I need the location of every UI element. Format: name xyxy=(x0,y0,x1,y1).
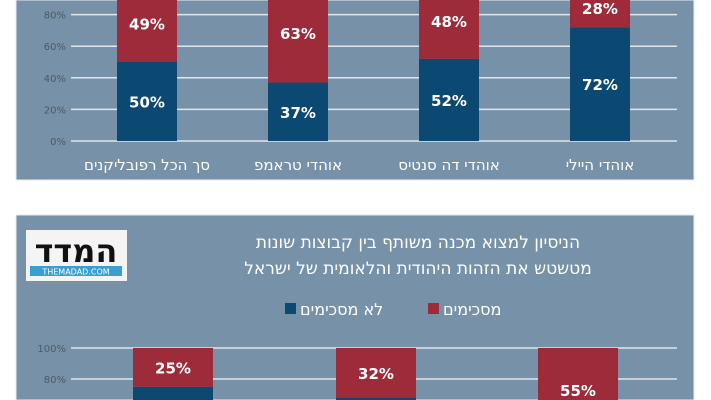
bar-agree xyxy=(538,348,618,400)
logo-main-text: המדד xyxy=(35,232,118,270)
bar-agree xyxy=(117,0,177,62)
y-tick-label: 100% xyxy=(37,344,66,355)
legend-swatch-agree xyxy=(428,303,439,314)
data-label-agree: 32% xyxy=(358,365,394,383)
legend-label-agree: מסכימים xyxy=(443,300,501,319)
bar-agree xyxy=(268,0,328,83)
data-label-agree: 25% xyxy=(155,359,191,377)
chart-title-line-1: הניסיון למצוא מכנה משותף בין קבוצות שונו… xyxy=(256,233,580,253)
bar-disagree xyxy=(117,62,177,141)
category-label: אוהדי דה סנטיס xyxy=(398,156,500,174)
data-label-agree: 28% xyxy=(582,0,618,18)
logo: המדד THEMADAD.COM xyxy=(26,230,127,281)
bottom-chart: 80% 100% 25% 32% 55% xyxy=(37,344,677,400)
logo-sub-text: THEMADAD.COM xyxy=(41,268,109,277)
bar-disagree xyxy=(133,386,213,400)
data-label-agree: 49% xyxy=(129,15,165,33)
bar-disagree xyxy=(570,27,630,142)
bar-agree xyxy=(133,348,213,387)
category-label: אוהדי טראמפ xyxy=(254,156,342,174)
data-label-disagree: 72% xyxy=(582,76,618,94)
y-tick-label: 80% xyxy=(44,375,66,386)
legend-swatch-disagree xyxy=(285,303,296,314)
bar-disagree xyxy=(268,82,328,141)
data-label-agree: 48% xyxy=(431,13,467,31)
bar-agree xyxy=(419,0,479,59)
bar-agree xyxy=(336,348,416,398)
data-label-disagree: 50% xyxy=(129,94,165,112)
data-label-disagree: 52% xyxy=(431,92,467,110)
category-label: סך הכל רפובליקנים xyxy=(84,156,210,174)
chart-title-line-2: מטשטש את הזהות היהודית והלאומית של ישראל xyxy=(244,259,592,279)
bar-disagree xyxy=(336,397,416,400)
y-tick-label: 80% xyxy=(44,11,66,22)
y-tick-label: 0% xyxy=(50,137,66,148)
legend: מסכימים לא מסכימים xyxy=(285,300,501,319)
bar-agree xyxy=(570,0,630,28)
data-label-agree: 55% xyxy=(560,382,596,400)
bar-disagree xyxy=(419,58,479,142)
category-label: אוהדי היילי xyxy=(566,156,635,174)
data-label-disagree: 37% xyxy=(280,104,316,122)
y-tick-label: 60% xyxy=(44,42,66,53)
top-chart: 0% 20% 40% 60% 80% 50% 49% סך הכל רפובליקנים 37%… xyxy=(44,0,677,174)
data-label-agree: 63% xyxy=(280,25,316,43)
legend-label-disagree: לא מסכימים xyxy=(300,300,383,319)
y-tick-label: 40% xyxy=(44,74,66,85)
y-tick-label: 20% xyxy=(44,105,66,116)
